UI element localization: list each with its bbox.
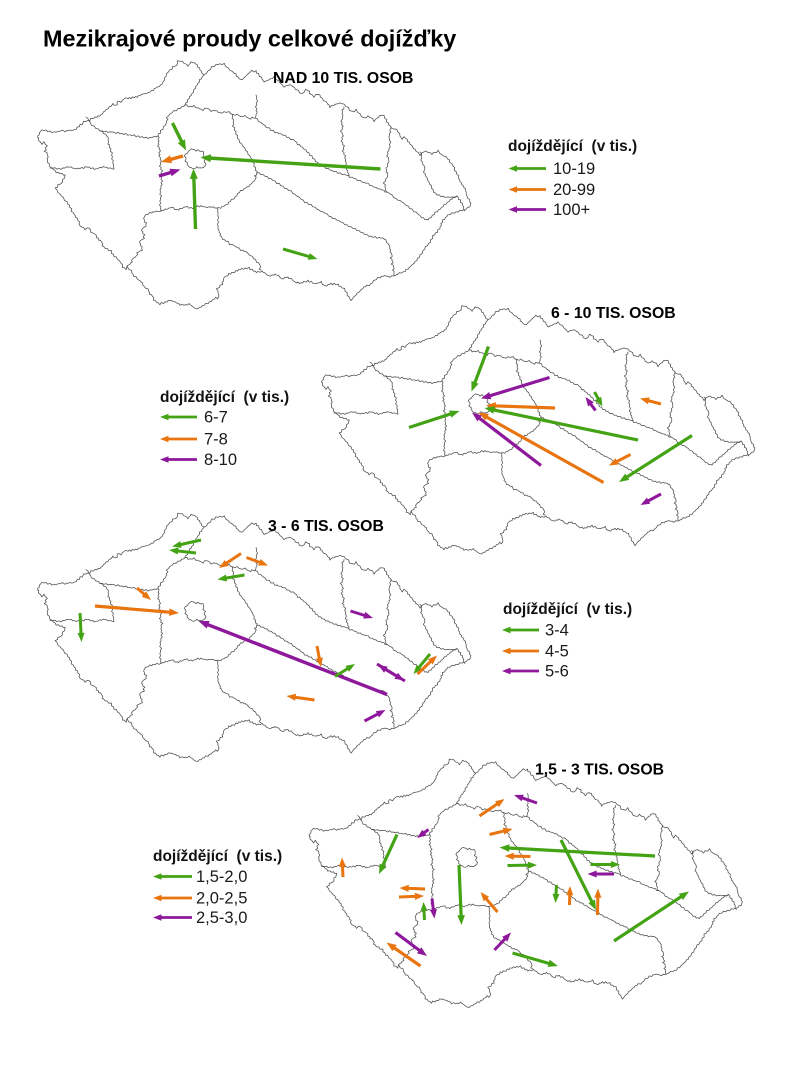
svg-text:4-5: 4-5 (545, 643, 569, 661)
svg-text:100+: 100+ (553, 201, 590, 219)
svg-text:10-19: 10-19 (553, 160, 595, 178)
svg-text:7-8: 7-8 (204, 431, 228, 449)
svg-text:dojíždějící (v tis.): dojíždějící (v tis.) (153, 848, 282, 865)
svg-text:3 - 6 TIS. OSOB: 3 - 6 TIS. OSOB (268, 518, 384, 535)
svg-text:5-6: 5-6 (545, 663, 569, 681)
svg-text:2,0-2,5: 2,0-2,5 (196, 890, 247, 908)
svg-text:6-7: 6-7 (204, 409, 228, 427)
svg-text:dojíždějící (v tis.): dojíždějící (v tis.) (503, 601, 632, 618)
svg-text:8-10: 8-10 (204, 451, 237, 469)
svg-text:dojíždějící (v tis.): dojíždějící (v tis.) (160, 389, 289, 406)
svg-text:6 - 10 TIS. OSOB: 6 - 10 TIS. OSOB (551, 305, 676, 322)
svg-text:20-99: 20-99 (553, 181, 595, 199)
svg-text:NAD 10 TIS. OSOB: NAD 10 TIS. OSOB (273, 70, 413, 87)
svg-text:1,5 - 3 TIS. OSOB: 1,5 - 3 TIS. OSOB (535, 762, 664, 779)
svg-text:Mezikrajové proudy celkové doj: Mezikrajové proudy celkové dojížďky (43, 26, 456, 52)
svg-text:1,5-2,0: 1,5-2,0 (196, 868, 247, 886)
svg-text:dojíždějící (v tis.): dojíždějící (v tis.) (508, 138, 637, 155)
svg-text:2,5-3,0: 2,5-3,0 (196, 909, 247, 927)
svg-text:3-4: 3-4 (545, 622, 569, 640)
